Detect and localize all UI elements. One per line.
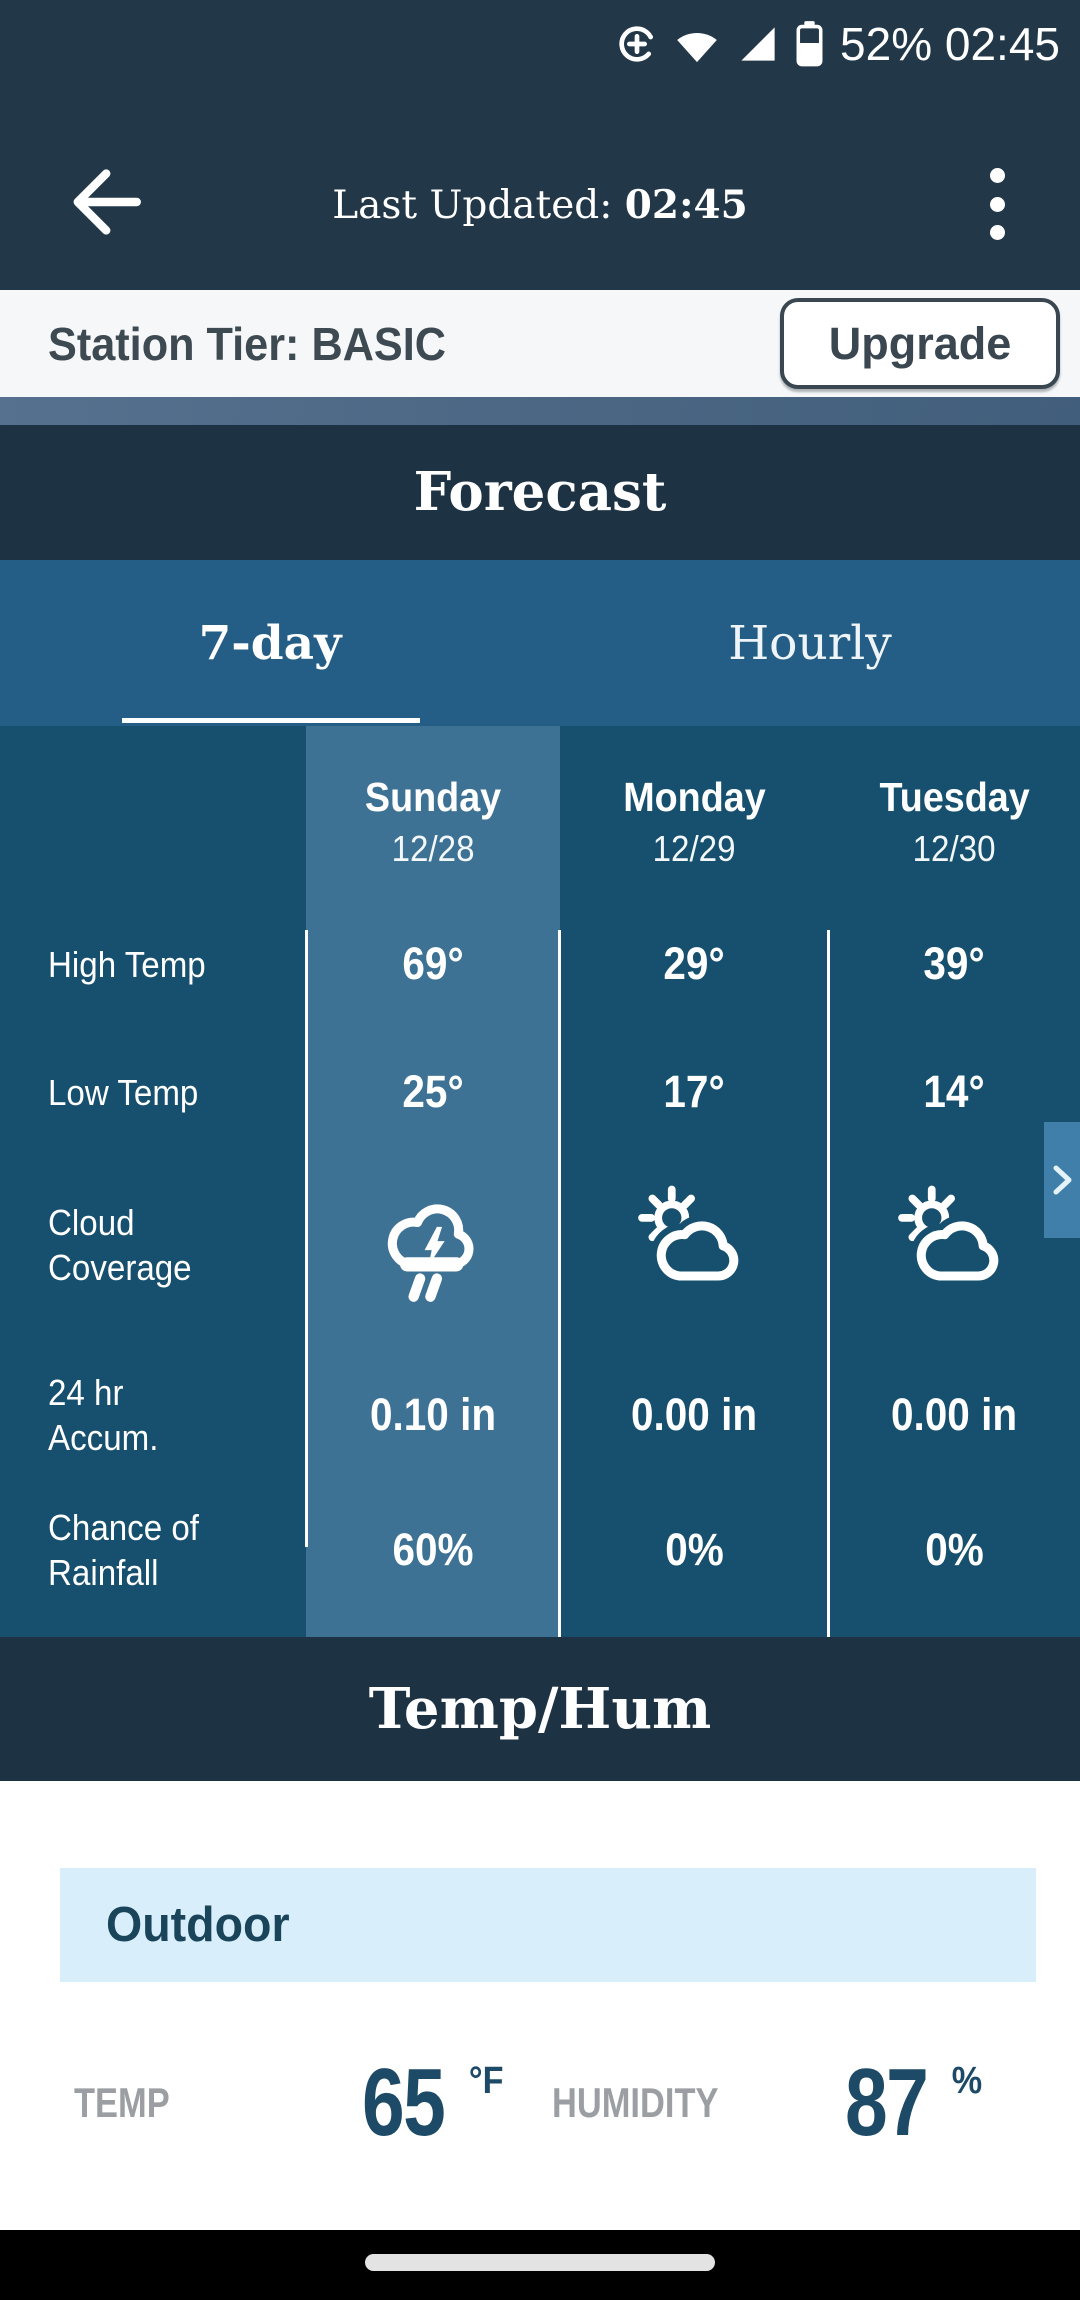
app-bar: Last Updated: 02:45 (0, 88, 1080, 290)
table-row-low-temp: Low Temp 25° 17° 14° (48, 1066, 986, 1117)
thunderstorm-icon (387, 1204, 474, 1302)
day-header-row: Sunday 12/28 Monday 12/29 Tuesday 12/30 (0, 774, 1080, 870)
low-temp-sunday: 25° (402, 1066, 464, 1117)
temp-value: 65 (362, 2049, 446, 2156)
table-row-cloud-coverage: Cloud Coverage (0, 1150, 1080, 1340)
low-temp-monday: 17° (663, 1066, 726, 1117)
station-tier-row: Station Tier: BASIC Upgrade (0, 290, 1080, 397)
top-header: 52% 02:45 Last Updated: 02:45 (0, 0, 1080, 290)
wifi-icon (677, 32, 717, 63)
table-row-24hr-accum: 24 hr Accum. 0.10 in 0.00 in 0.00 in (48, 1372, 1018, 1458)
back-button[interactable] (62, 162, 142, 242)
last-updated-time: 02:45 (624, 182, 748, 228)
forecast-tabs: 7-day Hourly (0, 560, 1080, 726)
high-temp-tuesday: 39° (923, 938, 986, 989)
day-header-tuesday: Tuesday 12/30 (879, 774, 1030, 869)
system-navigation-bar (0, 2230, 1080, 2300)
high-temp-monday: 29° (663, 938, 726, 989)
table-row-high-temp: High Temp 69° 29° 39° (48, 938, 986, 989)
tab-hourly[interactable]: Hourly (540, 560, 1080, 726)
column-divider (558, 930, 561, 1637)
divider-band (0, 397, 1080, 425)
outdoor-label: Outdoor (106, 1898, 290, 1952)
partly-sunny-icon (897, 1185, 1005, 1287)
humidity-value: 87 (845, 2049, 929, 2156)
last-updated-title: Last Updated: 02:45 (0, 182, 1080, 228)
temp-unit: °F (468, 2060, 504, 2102)
chevron-right-icon (1053, 1165, 1072, 1195)
rain-chance-tuesday: 0% (925, 1523, 984, 1575)
battery-time-text: 52% 02:45 (840, 18, 1060, 70)
table-row-chance-of-rainfall: Chance of Rainfall 60% 0% 0% (48, 1506, 984, 1593)
overflow-menu-button[interactable] (984, 168, 1010, 240)
accum-tuesday: 0.00 in (891, 1389, 1018, 1440)
cell-signal-icon (741, 27, 775, 61)
outdoor-banner: Outdoor (60, 1868, 1036, 1982)
overflow-menu-icon (989, 168, 1005, 183)
status-bar: 52% 02:45 (0, 0, 1080, 88)
day-header-monday: Monday 12/29 (623, 774, 766, 869)
column-divider (827, 930, 830, 1637)
battery-icon (796, 21, 823, 67)
side-drawer-handle[interactable] (1044, 1122, 1080, 1238)
accum-sunday: 0.10 in (369, 1389, 497, 1440)
low-temp-tuesday: 14° (923, 1066, 986, 1117)
day-header-sunday: Sunday 12/28 (364, 774, 502, 869)
outdoor-values-row: TEMP 65 °F HUMIDITY 87 % (0, 2048, 1080, 2158)
temp-hum-section-title: Temp/Hum (0, 1637, 1080, 1781)
forecast-table: Sunday 12/28 Monday 12/29 Tuesday 12/30 … (0, 726, 1080, 1637)
last-updated-label: Last Updated: (332, 183, 625, 228)
temp-reading: 65 °F (362, 2048, 505, 2158)
station-tier-label: Station Tier: BASIC (48, 317, 447, 370)
rain-chance-sunday: 60% (392, 1523, 474, 1575)
temp-label: TEMP (74, 2079, 170, 2126)
humidity-label: HUMIDITY (552, 2079, 719, 2126)
humidity-reading: 87 % (845, 2048, 984, 2158)
rain-chance-monday: 0% (665, 1523, 724, 1575)
forecast-section-title: Forecast (0, 425, 1080, 560)
back-arrow-icon (73, 169, 141, 235)
high-temp-sunday: 69° (402, 938, 464, 989)
active-tab-indicator (122, 718, 420, 723)
temp-hum-readings: Outdoor TEMP 65 °F HUMIDITY 87 % (0, 1781, 1080, 2230)
tab-7-day[interactable]: 7-day (0, 560, 540, 726)
column-divider (305, 930, 308, 1547)
humidity-unit: % (951, 2060, 982, 2102)
data-saver-icon (619, 26, 655, 62)
upgrade-button[interactable]: Upgrade (780, 298, 1060, 389)
partly-sunny-icon (637, 1185, 745, 1287)
highlighted-day-column (306, 726, 560, 1637)
home-indicator[interactable] (365, 2254, 715, 2271)
accum-monday: 0.00 in (631, 1389, 758, 1440)
